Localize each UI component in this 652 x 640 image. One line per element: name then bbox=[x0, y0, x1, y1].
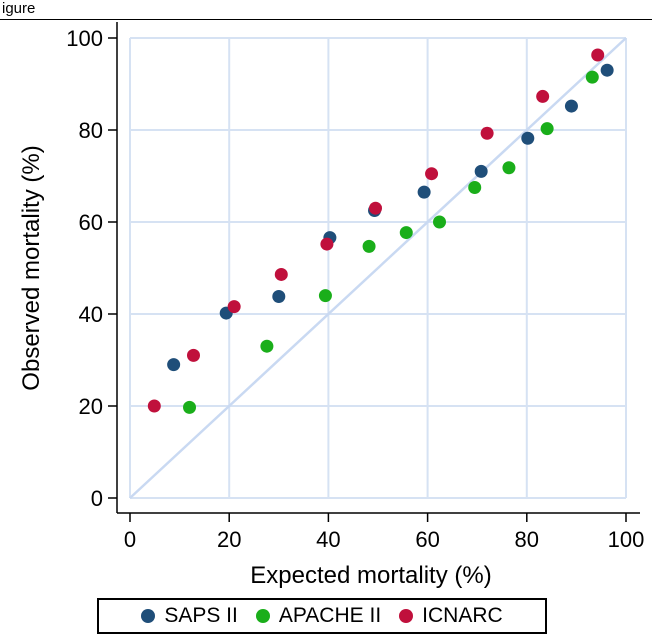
point-apache-ii-0 bbox=[183, 400, 197, 414]
point-apache-ii-7 bbox=[502, 161, 516, 175]
legend-marker-saps-ii bbox=[141, 609, 156, 623]
x-tick-label-60: 60 bbox=[415, 527, 439, 552]
point-apache-ii-9 bbox=[585, 70, 599, 84]
legend-label-saps-ii: SAPS II bbox=[164, 604, 238, 627]
legend-marker-icnarc bbox=[399, 609, 414, 623]
y-tick-label-20: 20 bbox=[79, 394, 103, 419]
point-icnarc-3 bbox=[274, 267, 288, 281]
legend: SAPS II APACHE II ICNARC bbox=[97, 598, 547, 634]
legend-marker-apache-ii bbox=[255, 609, 270, 623]
x-tick-label-0: 0 bbox=[124, 527, 136, 552]
point-apache-ii-8 bbox=[540, 122, 554, 136]
legend-label-apache-ii: APACHE II bbox=[278, 604, 382, 627]
legend-item-saps-ii: SAPS II bbox=[141, 604, 238, 628]
point-saps-ii-2 bbox=[272, 290, 286, 304]
x-tick-label-100: 100 bbox=[608, 527, 645, 552]
point-saps-ii-5 bbox=[417, 185, 431, 199]
point-saps-ii-9 bbox=[600, 63, 614, 77]
point-saps-ii-7 bbox=[521, 131, 535, 145]
legend-label-icnarc: ICNARC bbox=[422, 604, 503, 627]
point-apache-ii-6 bbox=[468, 181, 482, 194]
axes bbox=[108, 22, 640, 522]
point-apache-ii-3 bbox=[362, 239, 376, 253]
point-apache-ii-4 bbox=[399, 226, 413, 240]
y-tick-label-60: 60 bbox=[79, 210, 103, 235]
point-icnarc-9 bbox=[591, 48, 605, 62]
point-apache-ii-5 bbox=[433, 215, 447, 229]
top-divider bbox=[0, 19, 652, 20]
figure-label: igure bbox=[2, 0, 36, 17]
y-axis-label: Observed mortality (%) bbox=[18, 145, 45, 390]
y-tick-label-40: 40 bbox=[79, 302, 103, 327]
x-tick-label-20: 20 bbox=[217, 527, 241, 552]
point-apache-ii-1 bbox=[260, 339, 274, 353]
y-tick-label-80: 80 bbox=[79, 118, 103, 143]
x-tick-label-80: 80 bbox=[515, 527, 539, 552]
y-tick-label-100: 100 bbox=[66, 26, 103, 51]
point-icnarc-0 bbox=[147, 399, 161, 413]
point-icnarc-7 bbox=[480, 126, 494, 140]
point-saps-ii-6 bbox=[474, 164, 488, 178]
point-saps-ii-8 bbox=[564, 99, 578, 113]
legend-item-icnarc: ICNARC bbox=[399, 604, 503, 628]
identity-reference-line bbox=[129, 37, 627, 499]
point-apache-ii-2 bbox=[318, 289, 332, 303]
point-icnarc-8 bbox=[536, 89, 550, 103]
x-axis-label: Expected mortality (%) bbox=[250, 562, 491, 589]
tick-labels: 0 20 40 60 80 100 0 20 40 60 80 100 bbox=[66, 26, 644, 552]
legend-item-apache-ii: APACHE II bbox=[255, 604, 382, 628]
point-icnarc-5 bbox=[369, 201, 383, 215]
point-icnarc-2 bbox=[227, 300, 241, 314]
data-points bbox=[147, 48, 614, 414]
point-icnarc-4 bbox=[320, 237, 334, 251]
y-tick-label-0: 0 bbox=[91, 486, 103, 511]
point-saps-ii-0 bbox=[167, 358, 181, 372]
x-tick-label-40: 40 bbox=[316, 527, 340, 552]
point-icnarc-1 bbox=[186, 348, 200, 362]
point-icnarc-6 bbox=[425, 167, 439, 181]
